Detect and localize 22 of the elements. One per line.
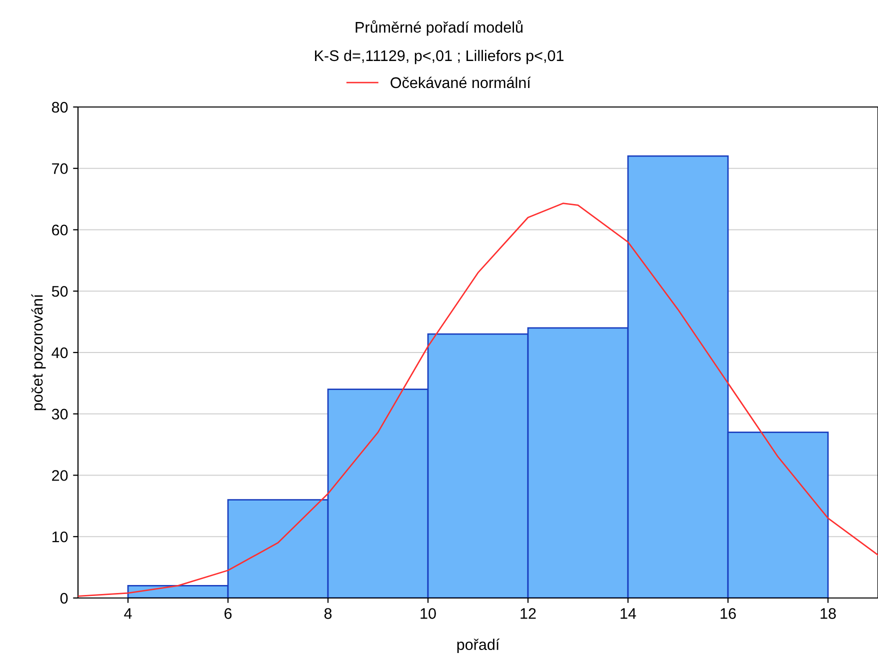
x-tick-label: 16 [720, 608, 736, 619]
y-tick-label: 0 [60, 592, 68, 604]
chart-subtitle: K-S d=,11129, p<,01 ; Lilliefors p<,01 [315, 50, 564, 64]
y-tick-label: 60 [52, 224, 68, 236]
y-tick-label: 20 [52, 470, 68, 481]
y-tick-label: 80 [52, 102, 68, 113]
y-tick-label: 40 [52, 347, 68, 358]
y-tick-label: 70 [52, 163, 68, 174]
chart-title: Průměrné pořadí modelů [356, 20, 522, 36]
y-tick-label: 50 [52, 286, 68, 297]
y-tick-label: 10 [52, 531, 68, 542]
y-axis-title: počet pozorování [31, 294, 46, 410]
legend-label: Očekávané normální [390, 76, 531, 88]
x-tick-label: 12 [520, 608, 536, 619]
x-tick-label: 8 [324, 608, 332, 619]
x-tick-label: 10 [420, 608, 436, 619]
y-tick-label: 30 [52, 408, 68, 420]
x-axis-title: pořadí [457, 638, 500, 654]
x-tick-label: 14 [620, 608, 636, 619]
x-tick-label: 18 [820, 608, 836, 619]
x-tick-label: 6 [224, 608, 232, 619]
x-tick-label: 4 [124, 608, 132, 619]
